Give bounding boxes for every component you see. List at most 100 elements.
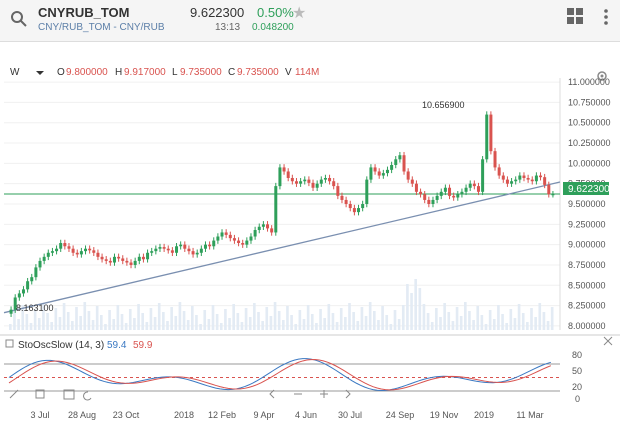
- candle: [534, 175, 538, 182]
- candle: [414, 183, 418, 192]
- close-pane-icon[interactable]: [603, 336, 613, 346]
- candle: [468, 183, 472, 188]
- more-vert-icon[interactable]: [603, 8, 609, 26]
- candle: [208, 244, 212, 247]
- volume-bar: [203, 310, 207, 330]
- volume-bar: [364, 316, 368, 330]
- pencil-icon[interactable]: [9, 389, 19, 399]
- x-axis: 3 Jul 28 Aug 23 Oct 2018 12 Feb 9 Apr 4 Jun 30 …: [30, 410, 543, 420]
- volume-bar: [17, 319, 20, 330]
- chart-type-icon[interactable]: [63, 389, 75, 400]
- chevron-left-icon[interactable]: [269, 389, 275, 399]
- candle: [158, 247, 162, 249]
- svg-text:50: 50: [572, 366, 582, 376]
- volume-bar: [410, 293, 413, 330]
- search-icon[interactable]: [10, 10, 28, 28]
- volume-bar: [422, 304, 426, 330]
- candle: [410, 179, 414, 184]
- svg-text:H: H: [115, 67, 122, 78]
- y-tick-label: 10.750000: [568, 97, 611, 107]
- candle: [526, 177, 530, 180]
- chevron-down-icon[interactable]: [36, 71, 44, 75]
- volume-bar: [9, 324, 12, 330]
- candle: [55, 248, 59, 252]
- volume-bar: [331, 313, 335, 330]
- svg-text:9.917000: 9.917000: [124, 67, 166, 78]
- svg-text:80: 80: [572, 350, 582, 360]
- volume-bar: [29, 323, 33, 330]
- last-price: 9.622300: [190, 5, 245, 20]
- volume-bar: [124, 323, 128, 330]
- checkbox-icon[interactable]: [5, 339, 14, 348]
- candle: [63, 243, 67, 247]
- volume-bar: [257, 312, 260, 330]
- candle: [481, 159, 485, 192]
- candle: [431, 199, 435, 204]
- indicator-name: StoOscSlow (14, 3): [18, 340, 104, 351]
- drawing-toolbar[interactable]: [9, 389, 351, 401]
- candle: [381, 173, 385, 176]
- change-absolute: 0.048200: [252, 22, 294, 33]
- volume-bar: [269, 316, 273, 330]
- candle: [13, 297, 17, 310]
- candle: [340, 195, 344, 200]
- x-tick-label: 4 Jun: [295, 410, 317, 420]
- svg-text:O: O: [57, 67, 65, 78]
- refresh-icon[interactable]: [83, 391, 92, 401]
- volume-bar: [393, 310, 397, 330]
- volume-bar: [377, 320, 380, 330]
- volume-bar: [323, 318, 326, 330]
- volume-bar: [166, 321, 169, 330]
- candle: [323, 177, 327, 180]
- volume-bar: [286, 306, 289, 330]
- price-pane[interactable]: [3, 78, 561, 330]
- symbol-name[interactable]: CNYRUB_TOM: [38, 5, 130, 20]
- symbol-subtitle: CNY/RUB_TOM - CNY/RUB: [38, 22, 165, 33]
- candle: [464, 187, 468, 192]
- candle: [121, 258, 125, 261]
- candle: [88, 248, 92, 251]
- candle: [501, 175, 505, 180]
- volume-bar: [348, 303, 351, 330]
- volume-bar: [261, 321, 264, 330]
- x-tick-label: 9 Apr: [253, 410, 274, 420]
- price-chart[interactable]: W O 9.800000 H 9.917000 L 9.735000 C 9.7…: [0, 42, 620, 431]
- candle: [394, 159, 398, 165]
- volume-bar: [306, 305, 310, 330]
- candle: [476, 186, 480, 192]
- candle: [175, 246, 179, 253]
- volume-bar: [335, 322, 339, 330]
- volume-bar: [191, 306, 194, 330]
- top-bar: CNYRUB_TOM CNY/RUB_TOM - CNY/RUB 9.62230…: [0, 0, 620, 42]
- y-tick-label: 8.250000: [568, 301, 606, 311]
- candle: [249, 236, 253, 241]
- volume-bar: [501, 314, 504, 330]
- change-percent: 0.50%: [257, 5, 294, 20]
- x-tick-label: 23 Oct: [113, 410, 140, 420]
- grid-icon[interactable]: [567, 8, 583, 24]
- star-icon[interactable]: ★: [292, 5, 307, 22]
- candle: [398, 155, 402, 160]
- settings-icon[interactable]: [597, 71, 607, 81]
- volume-bar: [430, 322, 434, 330]
- candle: [278, 167, 282, 187]
- candle: [203, 244, 207, 249]
- candle: [125, 260, 129, 263]
- candle: [402, 155, 406, 172]
- candle: [361, 204, 365, 209]
- candle: [419, 191, 423, 195]
- interval-selector[interactable]: W: [10, 67, 20, 78]
- ruler-icon[interactable]: [35, 389, 45, 399]
- candle: [84, 248, 88, 252]
- candle: [311, 182, 315, 188]
- volume-bar: [50, 322, 53, 330]
- chevron-right-icon[interactable]: [345, 389, 351, 399]
- volume-bar: [472, 320, 475, 330]
- candle: [505, 179, 509, 184]
- candle: [385, 169, 389, 174]
- svg-text:C: C: [228, 67, 235, 78]
- zoom-in-icon[interactable]: [320, 390, 328, 398]
- candle: [514, 179, 518, 182]
- candle: [518, 175, 522, 180]
- oscillator-pane[interactable]: [4, 358, 560, 392]
